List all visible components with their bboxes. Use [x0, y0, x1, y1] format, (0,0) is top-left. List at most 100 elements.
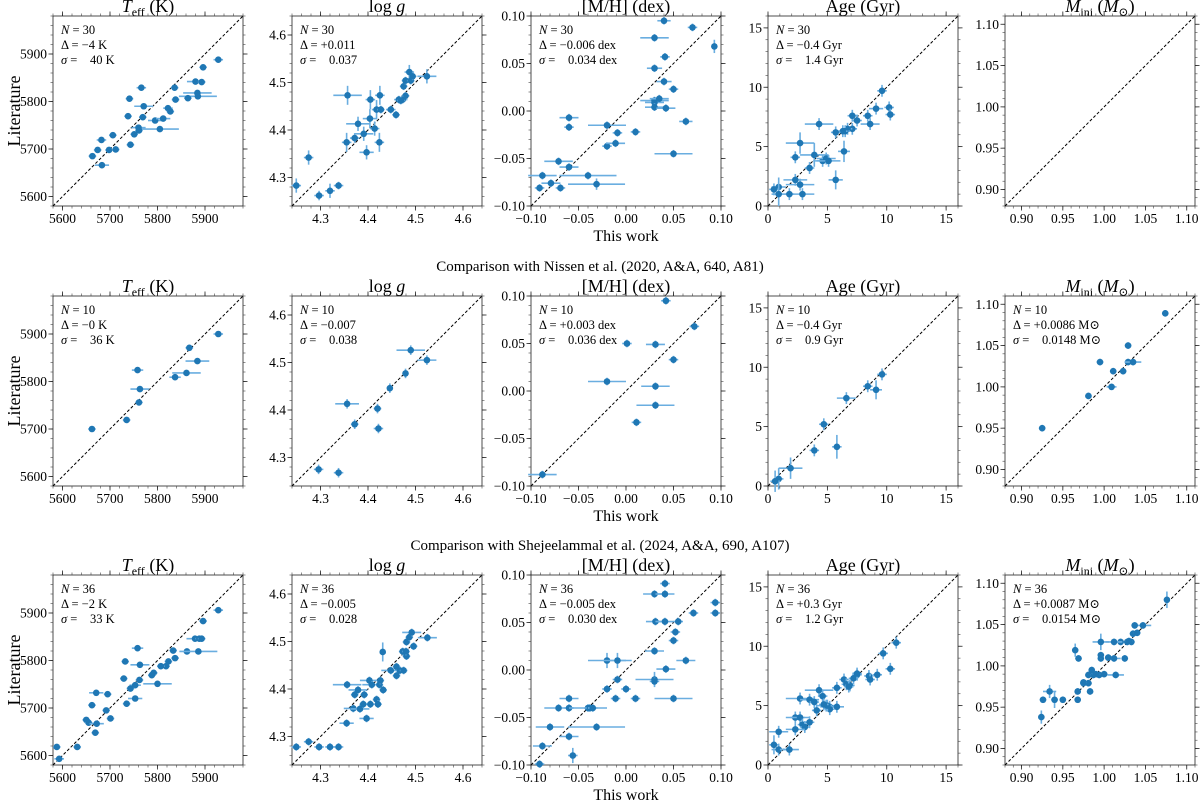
data-point — [396, 345, 425, 355]
point-marker — [148, 671, 156, 679]
data-point — [790, 188, 815, 201]
annotation-value: 0.030 dex — [568, 612, 618, 626]
point-marker — [770, 186, 778, 193]
panel-title-part: eff — [132, 5, 145, 19]
data-point — [169, 647, 177, 654]
point-marker — [109, 131, 117, 139]
annotation-equals: = — [783, 597, 796, 611]
data-point — [213, 606, 224, 614]
annotation-symbol: N — [299, 303, 309, 317]
data-point — [877, 368, 887, 381]
point-marker — [363, 149, 370, 156]
data-point — [365, 90, 376, 110]
y-tick-label: 4.3 — [269, 729, 286, 744]
x-tick-label: 5 — [824, 770, 831, 785]
panel-title-part: eff — [132, 285, 145, 299]
data-point — [819, 418, 829, 431]
data-point — [103, 690, 112, 698]
panel-mh-row-2: [M/H] (dex) −0.10−0.10 −0.05 −0.05 0.00 0.00 0… — [494, 276, 733, 506]
point-marker — [833, 684, 841, 692]
point-marker — [632, 695, 639, 702]
point-marker — [1109, 367, 1117, 375]
annotation-symbol: Δ — [539, 597, 547, 611]
annotation-n: N = 10 — [299, 303, 334, 317]
y-tick-label: 5 — [755, 139, 762, 154]
data-point — [106, 715, 115, 722]
data-point — [870, 380, 882, 400]
annotation-value: +0.0086 M⊙ — [1034, 318, 1100, 332]
annotation-value: 0.028 — [329, 612, 357, 626]
data-point — [568, 178, 626, 190]
annotation-value: 30 — [798, 23, 811, 37]
data-point — [325, 183, 335, 198]
data-point — [649, 94, 669, 103]
point-marker — [786, 746, 793, 753]
annotation-delta: Δ = +0.011 — [300, 38, 355, 52]
y-axis-label: Literature — [4, 76, 24, 147]
data-point — [668, 636, 679, 645]
point-marker — [811, 698, 818, 706]
point-marker — [565, 733, 573, 740]
data-point — [213, 330, 224, 338]
panel-title-part: ( — [1093, 276, 1104, 297]
point-marker — [423, 356, 431, 364]
data-point — [128, 695, 143, 702]
point-marker — [93, 720, 100, 727]
data-point — [770, 470, 780, 492]
annotation-delta: Δ = +0.0087 M⊙ — [1013, 597, 1100, 611]
y-tick-label: 1.10 — [975, 297, 999, 312]
point-marker — [565, 163, 573, 171]
point-marker — [354, 120, 362, 128]
y-tick-label: 5800 — [20, 374, 47, 389]
data-point — [668, 355, 679, 364]
point-marker — [1112, 671, 1119, 679]
data-point — [1133, 629, 1141, 637]
annotation-symbol: σ — [776, 53, 783, 67]
data-point — [588, 121, 626, 130]
point-marker — [343, 139, 350, 146]
data-point — [676, 656, 696, 665]
annotation-symbol: Δ — [61, 38, 69, 52]
x-tick-label: 1.05 — [1134, 770, 1158, 785]
annotation-equals: = — [308, 23, 321, 37]
y-tick-label: 0.05 — [501, 56, 525, 71]
y-tick-label: 1.05 — [975, 58, 999, 73]
y-tick-label: 5600 — [20, 748, 47, 763]
y-tick-label: 0 — [755, 199, 762, 214]
point-marker — [343, 681, 351, 689]
annotation-symbol: σ — [300, 333, 307, 347]
panel-title-part: M — [1064, 276, 1081, 296]
point-marker — [1051, 696, 1058, 704]
point-marker — [820, 701, 828, 708]
annotation-equals: = — [1021, 303, 1034, 317]
data-point — [392, 111, 400, 119]
y-tick-label: 1.10 — [975, 17, 999, 32]
point-marker — [123, 700, 130, 708]
data-point — [655, 590, 675, 598]
data-point — [819, 698, 829, 711]
data-point — [1125, 637, 1133, 645]
annotation-symbol: Δ — [776, 38, 784, 52]
point-marker — [127, 685, 134, 692]
point-marker — [104, 690, 111, 698]
point-marker — [651, 34, 658, 42]
annotation-sigma: σ = 0.030 dex — [539, 612, 618, 626]
point-marker — [872, 105, 880, 112]
annotation-sigma: σ = 36 K — [61, 333, 115, 347]
point-marker — [569, 752, 577, 759]
panel-mh-row-1: [M/H] (dex) −0.10−0.10 −0.05 −0.05 0.00 0.00 0… — [494, 0, 733, 226]
point-marker — [138, 84, 145, 92]
data-point — [333, 181, 344, 190]
annotation-value: −0.005 dex — [560, 597, 617, 611]
annotation-value: −0.007 — [321, 318, 356, 332]
data-point — [354, 126, 374, 141]
data-point — [1071, 643, 1079, 657]
point-marker — [786, 190, 793, 198]
point-marker — [169, 647, 177, 654]
data-point — [852, 114, 862, 127]
annotation-equals: = — [545, 53, 558, 67]
point-marker — [315, 192, 323, 199]
panel-title-part: ⊙ — [1119, 285, 1129, 299]
